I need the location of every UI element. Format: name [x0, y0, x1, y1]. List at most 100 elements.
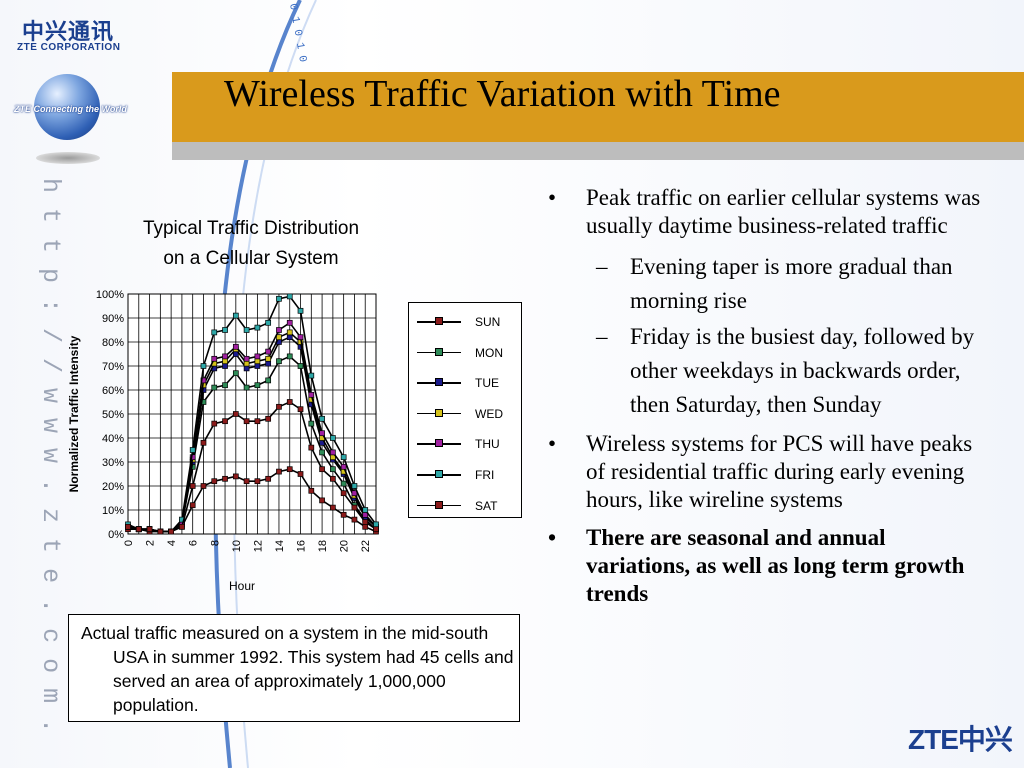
- legend-label: FRI: [475, 468, 495, 482]
- data-point-fri: [265, 319, 272, 326]
- logo-english: ZTE CORPORATION: [17, 42, 121, 53]
- chart-title-line-1: Typical Traffic Distribution: [142, 218, 360, 239]
- data-point-sat: [362, 519, 369, 525]
- title-shadow: [172, 142, 1024, 160]
- data-point-fri: [319, 415, 325, 422]
- data-point-fri: [308, 372, 315, 379]
- logo-tagline: ZTE Connecting the World: [14, 104, 127, 114]
- data-point-wed: [254, 358, 261, 365]
- data-point-sat: [254, 418, 261, 425]
- x-tick-label: 18: [317, 540, 329, 552]
- data-point-thu: [340, 463, 347, 470]
- data-point-sun: [211, 478, 218, 485]
- x-tick-label: 12: [252, 540, 264, 552]
- legend-marker: [435, 439, 443, 448]
- legend-label: THU: [475, 437, 500, 452]
- data-point-sat: [222, 418, 228, 425]
- data-point-sat: [157, 528, 164, 535]
- data-point-sat: [200, 439, 207, 446]
- x-tick-label: 2: [145, 540, 157, 546]
- legend-marker: [435, 317, 443, 325]
- x-tick-label: 4: [166, 540, 178, 546]
- legend-marker: [435, 347, 443, 356]
- binary-text: 0 1 0 1 0: [286, 3, 308, 64]
- data-point-mon: [211, 384, 218, 391]
- legend-item-tue: TUE: [417, 376, 517, 390]
- data-point-sun: [232, 473, 239, 480]
- data-point-sat: [308, 444, 315, 451]
- data-point-sat: [340, 490, 347, 497]
- data-point-sat: [373, 526, 379, 533]
- y-tick-label: 30%: [102, 457, 124, 469]
- y-tick-label: 40%: [102, 433, 124, 445]
- data-point-mon: [286, 353, 293, 360]
- data-point-sun: [200, 483, 207, 489]
- data-point-thu: [286, 319, 293, 326]
- data-point-sat: [330, 475, 336, 482]
- x-tick-label: 6: [188, 540, 200, 546]
- globe-shadow: [36, 152, 100, 164]
- legend-item-fri: FRI: [417, 468, 517, 482]
- data-point-sat: [297, 406, 304, 413]
- data-point-sat: [265, 415, 272, 422]
- data-point-sun: [351, 516, 358, 523]
- data-point-sat: [135, 526, 142, 533]
- vertical-url-text: h t t p : / / w w w . z t e . c o m . c …: [36, 178, 65, 738]
- x-tick-label: 8: [209, 540, 221, 546]
- legend-item-sun: SUN: [417, 315, 517, 329]
- legend-item-sat: SAT: [417, 499, 517, 513]
- data-point-sat: [276, 403, 282, 410]
- bullet-1-text: Peak traffic on earlier cellular systems…: [586, 185, 981, 238]
- data-point-mon: [319, 449, 325, 456]
- data-point-sun: [308, 487, 315, 494]
- bullet-list: • Peak traffic on earlier cellular syste…: [548, 184, 988, 618]
- x-tick-label: 14: [274, 540, 286, 552]
- legend-label: SAT: [475, 498, 498, 513]
- globe-icon: [34, 74, 100, 140]
- legend-item-wed: WED: [417, 407, 517, 421]
- bullet-1-sub-1-text: Evening taper is more gradual than morni…: [630, 254, 953, 313]
- data-point-sun: [340, 511, 347, 518]
- data-point-sun: [254, 478, 261, 485]
- data-point-tue: [222, 363, 228, 369]
- data-point-tue: [265, 360, 272, 367]
- data-point-tue: [254, 363, 261, 369]
- title-band: [172, 72, 1024, 142]
- data-point-thu: [254, 353, 261, 360]
- chart-caption: Actual traffic measured on a system in t…: [68, 614, 520, 722]
- data-point-thu: [243, 355, 250, 362]
- data-point-sat: [351, 504, 358, 511]
- data-point-mon: [330, 466, 336, 473]
- bullet-mark: •: [548, 185, 557, 210]
- data-point-thu: [308, 391, 315, 398]
- chart-legend: SUN MON TUE WED THU FRI SAT: [408, 302, 522, 518]
- dash-mark: –: [596, 324, 608, 349]
- data-point-sat: [168, 528, 174, 535]
- bullet-1-sub-2: – Friday is the busiest day, followed by…: [548, 320, 988, 422]
- data-point-sat: [319, 466, 325, 473]
- x-tick-label: 10: [231, 540, 243, 552]
- data-point-sun: [276, 468, 282, 475]
- y-tick-label: 80%: [102, 337, 124, 349]
- data-point-mon: [308, 420, 315, 427]
- data-point-wed: [265, 355, 272, 362]
- data-point-thu: [276, 327, 282, 333]
- data-point-fri: [297, 307, 304, 314]
- x-tick-label: 0: [123, 540, 135, 546]
- y-tick-label: 70%: [102, 361, 124, 373]
- data-point-fri: [340, 454, 347, 461]
- data-point-sat: [211, 420, 218, 427]
- legend-label: MON: [475, 345, 503, 360]
- data-point-sun: [265, 475, 272, 482]
- data-point-sat: [179, 523, 185, 530]
- data-point-mon: [340, 480, 347, 487]
- legend-label: SUN: [475, 315, 501, 329]
- legend-item-mon: MON: [417, 346, 517, 360]
- data-point-wed: [276, 334, 282, 341]
- data-point-fri: [330, 435, 336, 441]
- data-point-sat: [125, 523, 131, 530]
- data-point-fri: [243, 327, 250, 333]
- legend-marker: [435, 470, 443, 478]
- data-point-thu: [232, 343, 239, 350]
